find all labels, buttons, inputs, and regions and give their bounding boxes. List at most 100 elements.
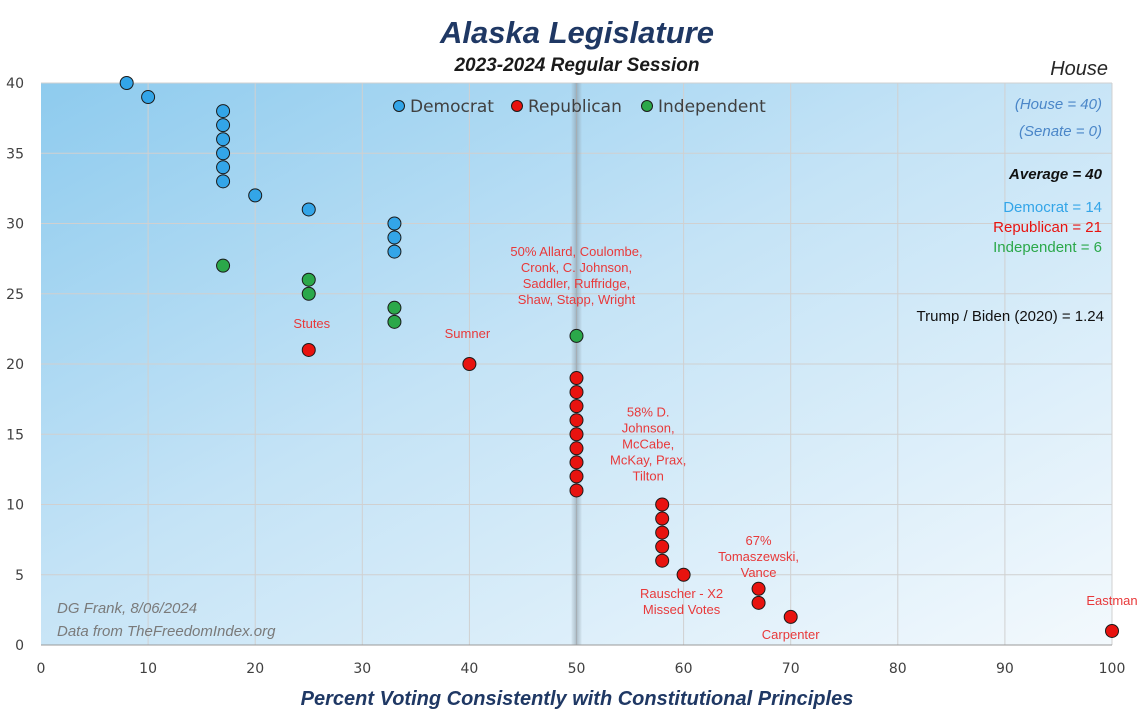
- point-independent: [387, 314, 402, 329]
- point-republican: [655, 539, 670, 554]
- y-tick-label: 0: [15, 638, 24, 654]
- point-republican: [569, 371, 584, 386]
- annotation-label: Vance: [741, 565, 777, 580]
- annotations: Stutes Sumner 50% Allard, Coulombe,Cronk, …: [293, 244, 1137, 642]
- x-axis-label: Percent Voting Consistently with Constit…: [301, 688, 854, 710]
- point-republican: [569, 469, 584, 484]
- point-republican: [569, 455, 584, 470]
- y-tick-label: 5: [15, 568, 24, 584]
- point-democrat: [216, 118, 231, 133]
- point-republican: [655, 497, 670, 512]
- point-republican: [462, 357, 477, 371]
- point-democrat: [387, 244, 402, 259]
- annotation-label: Tomaszewski,: [718, 549, 799, 564]
- annotation-label: 50% Allard, Coulombe,: [510, 244, 642, 259]
- y-tick-label: 15: [6, 427, 24, 443]
- y-tick-label: 35: [6, 146, 24, 162]
- chart-subtitle: 2023-2024 Regular Session: [453, 55, 699, 76]
- annotation-label: 67%: [746, 533, 772, 548]
- annotation-label: Missed Votes: [643, 602, 721, 617]
- point-democrat: [387, 230, 402, 245]
- point-republican: [569, 399, 584, 414]
- point-republican: [569, 427, 584, 442]
- annotation-label: 58% D.: [627, 405, 670, 420]
- point-republican: [751, 595, 766, 610]
- annotation-label: McCabe,: [622, 437, 674, 452]
- credit-source: Data from TheFreedomIndex.org: [57, 623, 276, 640]
- point-democrat: [141, 90, 156, 105]
- point-republican: [301, 342, 316, 357]
- y-axis-ticks: 0 5 10 15 20 25 30 35 40: [6, 76, 24, 654]
- x-tick-label: 20: [246, 661, 264, 677]
- fifty-percent-reference-line: [571, 83, 582, 645]
- annotation-label: Rauscher - X2: [640, 586, 723, 601]
- point-republican: [783, 609, 798, 624]
- annotation-label: Tilton: [633, 469, 664, 484]
- legend-label-independent: Independent: [658, 97, 766, 117]
- y-tick-label: 30: [6, 217, 24, 233]
- stat-average: Average = 40: [1008, 166, 1103, 183]
- stat-senate: (Senate = 0): [1019, 123, 1102, 140]
- chamber-label: House: [1050, 58, 1108, 80]
- y-tick-label: 10: [6, 498, 24, 514]
- x-tick-label: 40: [460, 661, 478, 677]
- x-tick-label: 60: [675, 661, 693, 677]
- x-tick-label: 90: [996, 661, 1014, 677]
- annotation-label: Eastman: [1086, 593, 1137, 608]
- point-democrat: [216, 146, 231, 161]
- x-tick-label: 30: [353, 661, 371, 677]
- point-republican: [569, 483, 584, 498]
- point-republican: [569, 413, 584, 428]
- point-democrat: [387, 216, 402, 231]
- x-tick-label: 70: [782, 661, 800, 677]
- point-republican: [655, 511, 670, 526]
- stat-trump-biden: Trump / Biden (2020) = 1.24: [917, 308, 1104, 325]
- legend-marker-independent: [641, 100, 653, 112]
- point-democrat: [301, 202, 316, 217]
- y-tick-label: 25: [6, 287, 24, 303]
- point-independent: [387, 300, 402, 315]
- annotation-label: Saddler, Ruffridge,: [523, 276, 630, 291]
- stat-republican: Republican = 21: [993, 219, 1102, 236]
- y-tick-label: 40: [6, 76, 24, 92]
- legend-label-democrat: Democrat: [410, 97, 494, 117]
- stats-panel: (House = 40) (Senate = 0) Average = 40 D…: [917, 96, 1104, 325]
- legend-label-republican: Republican: [528, 97, 622, 117]
- data-points: [119, 76, 1119, 638]
- point-democrat: [216, 104, 231, 119]
- point-republican: [569, 385, 584, 400]
- annotation-label: Johnson,: [622, 421, 675, 436]
- x-tick-label: 0: [37, 661, 46, 677]
- point-republican: [655, 553, 670, 568]
- point-independent: [301, 286, 316, 301]
- point-independent: [216, 258, 231, 273]
- stat-house: (House = 40): [1015, 96, 1102, 113]
- point-democrat: [216, 174, 231, 189]
- point-republican: [569, 441, 584, 456]
- stat-independent: Independent = 6: [993, 239, 1102, 256]
- point-republican: [751, 581, 766, 596]
- legend: Democrat Republican Independent: [393, 97, 766, 117]
- annotation-label: Cronk, C. Johnson,: [521, 260, 632, 275]
- stat-democrat: Democrat = 14: [1003, 199, 1102, 216]
- point-republican: [655, 525, 670, 540]
- credit: DG Frank, 8/06/2024 Data from TheFreedom…: [57, 600, 276, 640]
- annotation-label: McKay, Prax,: [610, 453, 686, 468]
- point-independent: [301, 272, 316, 287]
- chart-title: Alaska Legislature: [439, 15, 714, 50]
- annotation-label: Sumner: [445, 326, 491, 341]
- credit-author: DG Frank, 8/06/2024: [57, 600, 197, 617]
- x-tick-label: 80: [889, 661, 907, 677]
- x-tick-label: 10: [139, 661, 157, 677]
- x-axis-ticks: 0 10 20 30 40 50 60 70 80 90 100: [37, 661, 1126, 677]
- point-democrat: [216, 160, 231, 175]
- point-democrat: [248, 188, 263, 203]
- point-republican: [676, 567, 691, 582]
- legend-marker-democrat: [393, 100, 405, 112]
- annotation-label: Carpenter: [762, 627, 820, 642]
- annotation-label: Shaw, Stapp, Wright: [518, 292, 636, 307]
- x-tick-label: 50: [568, 661, 586, 677]
- point-independent: [569, 328, 584, 343]
- annotation-label: Stutes: [293, 316, 330, 331]
